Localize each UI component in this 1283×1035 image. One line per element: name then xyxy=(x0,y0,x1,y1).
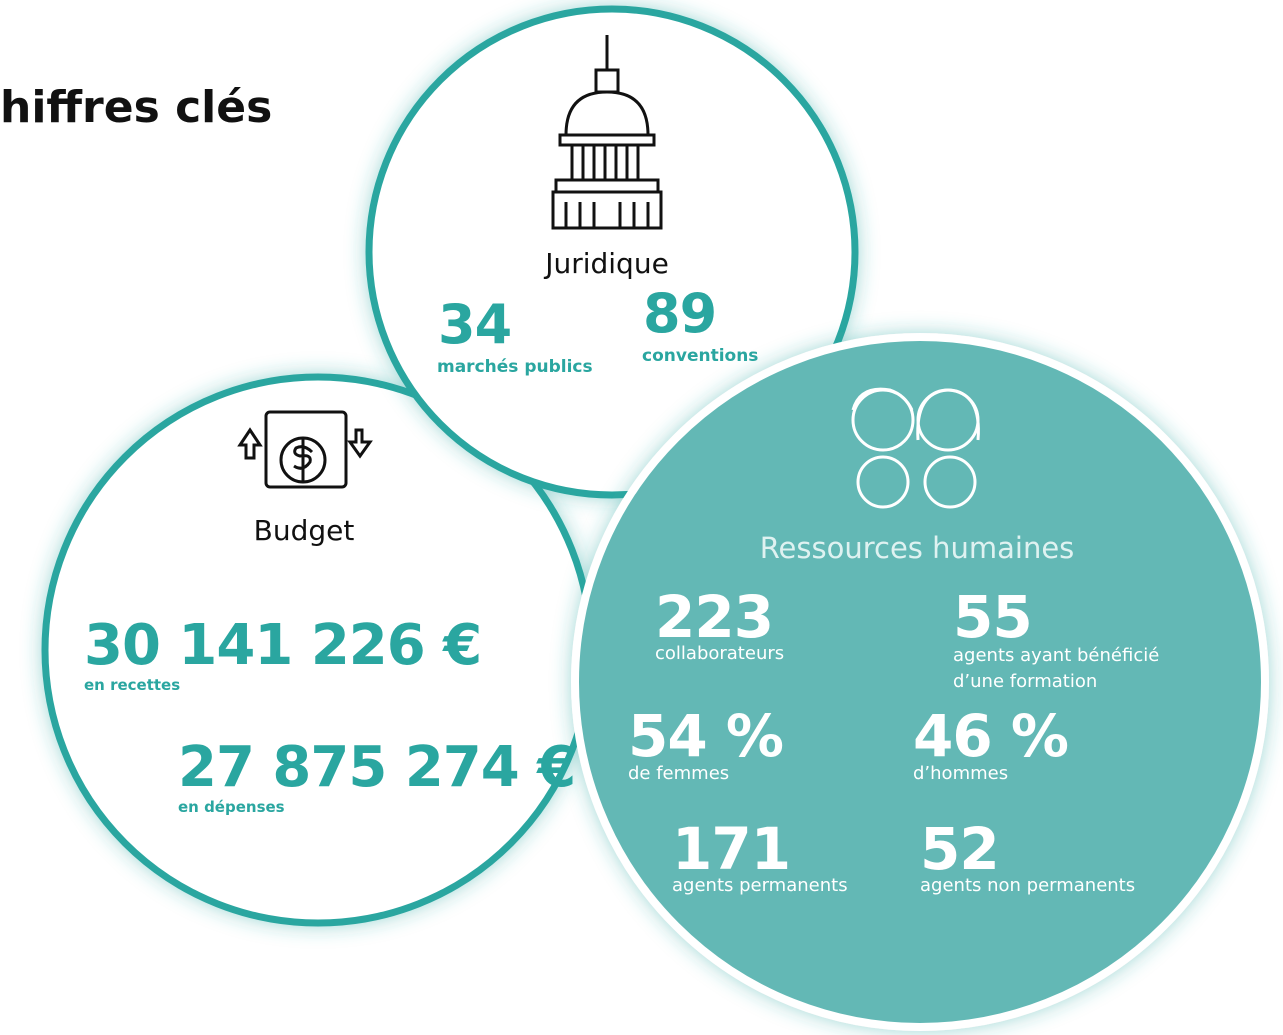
stat-label: marchés publics xyxy=(437,357,593,377)
stat-label: en recettes xyxy=(84,676,181,694)
stat-value: 223 xyxy=(655,583,774,651)
stat-value: 46 % xyxy=(913,702,1069,770)
stat-label: agents non permanents xyxy=(920,875,1136,896)
stat-value: 27 875 274 € xyxy=(178,735,576,800)
stat-label: en dépenses xyxy=(178,798,285,816)
rh-circle xyxy=(571,333,1269,1031)
stat-label: de femmes xyxy=(628,763,730,784)
stat-value: 52 xyxy=(920,815,1000,883)
stat-label: collaborateurs xyxy=(655,643,785,664)
people-icon xyxy=(851,387,980,509)
stat-value: 89 xyxy=(643,282,717,345)
money-icon xyxy=(237,410,373,489)
building-icon xyxy=(551,35,663,230)
section-title: Budget xyxy=(253,514,355,547)
stat-value: 30 141 226 € xyxy=(84,613,482,678)
section-title: Ressources humaines xyxy=(759,531,1075,565)
stat-label: agents permanents xyxy=(672,875,848,896)
stat-value: 34 xyxy=(438,293,512,356)
stat-label: conventions xyxy=(642,346,759,366)
stat-label: d’hommes xyxy=(913,763,1009,784)
section-title: Juridique xyxy=(545,247,669,280)
page-title: hiffres clés xyxy=(0,82,273,133)
stat-value: 55 xyxy=(953,583,1033,651)
stat-label: agents ayant bénéficié d’une formation xyxy=(953,645,1160,693)
stat-value: 171 xyxy=(672,815,791,883)
stat-value: 54 % xyxy=(628,702,784,770)
juridique-circle xyxy=(365,5,859,499)
